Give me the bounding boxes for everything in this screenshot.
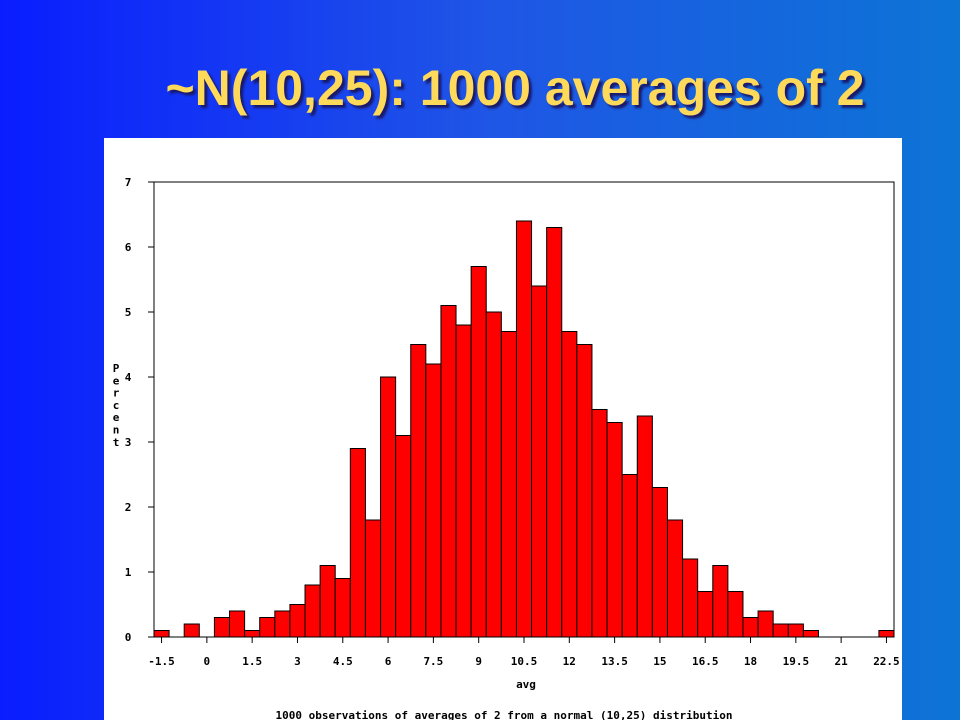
histogram-bar [319,565,336,638]
bars-group [153,220,895,638]
histogram-bar [621,474,638,638]
histogram-bar [364,519,382,638]
histogram-bar [213,617,231,638]
histogram-bar [259,617,276,638]
y-tick-label: 1 [125,566,132,579]
x-tick-label: 13.5 [601,655,628,668]
histogram-bar [244,630,261,638]
histogram-bar [682,558,699,638]
histogram-bar [485,311,502,638]
histogram-bar [500,331,517,638]
x-tick-label: 1.5 [242,655,262,668]
x-tick-label: 16.5 [692,655,719,668]
x-tick-label: 4.5 [333,655,353,668]
x-axis-label: avg [516,678,536,691]
x-tick-label: 9 [475,655,482,668]
histogram-bar [380,376,397,638]
histogram-bar [561,331,578,638]
histogram-bar [531,285,548,638]
chart-caption: 1000 observations of averages of 2 from … [276,709,733,720]
histogram-bar [410,344,427,638]
histogram-bar [440,305,457,638]
histogram-bar [395,435,412,638]
x-tick-label: 18 [744,655,757,668]
histogram-bar [274,610,291,638]
x-tick-label: 15 [653,655,666,668]
histogram-bar [153,630,170,638]
y-tick-label: 0 [125,631,132,644]
x-axis: -1.5 0 1.5 3 4.5 6 7.5 9 10.5 12 13.5 15 16.5 18 19.5 2… [148,637,900,668]
histogram-bar [757,610,774,638]
histogram-bar [349,448,366,638]
x-tick-label: 7.5 [423,655,443,668]
y-tick-label: 3 [125,436,132,449]
histogram-bar [470,266,487,638]
histogram-bar [787,623,804,638]
x-tick-label: 19.5 [783,655,810,668]
x-tick-label: 3 [294,655,301,668]
histogram-bar [425,363,442,638]
histogram-bar [772,623,789,638]
slide-title: ~N(10,25): 1000 averages of 2 [165,60,865,116]
histogram-bar [334,578,351,638]
histogram-bar [666,519,684,638]
histogram-bar [455,324,472,638]
x-tick-label: -1.5 [148,655,175,668]
histogram-bar [878,630,895,638]
histogram-bar [304,584,321,638]
histogram-bar [515,220,533,638]
x-tick-label: 0 [204,655,211,668]
histogram-bar [802,630,819,638]
y-tick-label: 2 [125,501,132,514]
y-tick-label: 4 [125,371,132,384]
histogram-bar [183,623,200,638]
y-tick-label: 6 [125,241,132,254]
histogram-bar [712,565,729,638]
x-tick-label: 21 [835,655,849,668]
histogram-bar [546,227,563,638]
histogram-bar [591,409,608,638]
histogram-bar [697,591,714,638]
histogram-bar [289,604,306,638]
x-tick-label: 10.5 [511,655,538,668]
y-tick-label: 7 [125,176,132,189]
histogram-bar [651,487,668,638]
x-tick-label: 22.5 [873,655,900,668]
x-tick-label: 6 [385,655,392,668]
histogram-bar [229,610,246,638]
histogram-bar [576,344,593,638]
x-tick-label: 12 [563,655,576,668]
y-tick-label: 5 [125,306,132,319]
y-axis: 0 1 2 3 4 5 6 7 [125,176,154,644]
histogram-bar [636,415,653,638]
histogram-bar [606,422,623,638]
histogram-bar [742,617,759,638]
histogram-bar [727,591,744,638]
